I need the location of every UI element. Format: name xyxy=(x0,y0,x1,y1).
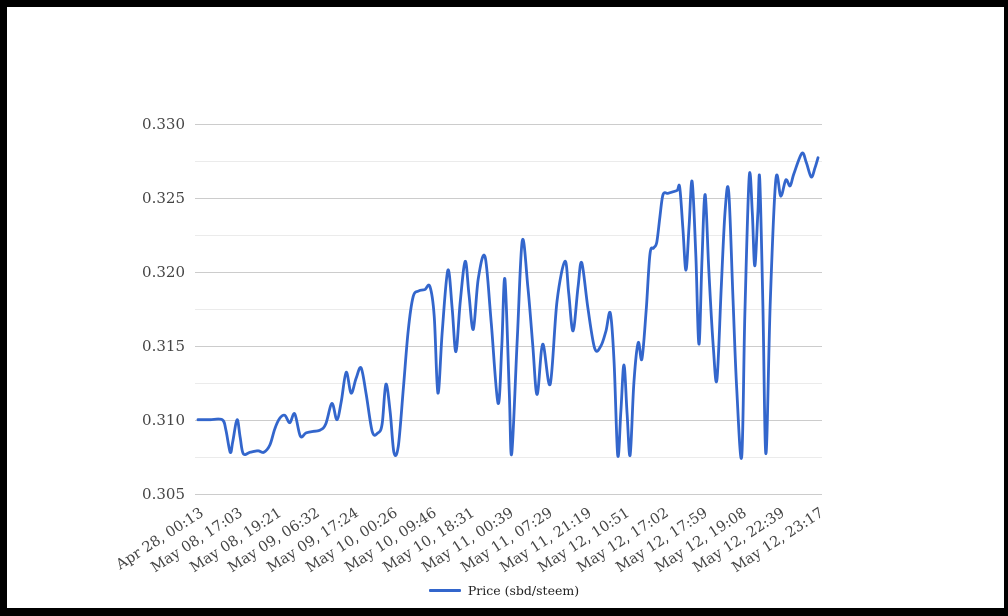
legend-series-label: Price (sbd/steem) xyxy=(467,582,580,598)
y-axis-tick-label: 0.310 xyxy=(142,410,185,429)
y-axis-tick-label: 0.315 xyxy=(142,336,185,355)
series-line-swatch-icon xyxy=(428,588,461,592)
legend: Price (sbd/steem) xyxy=(0,581,1008,599)
y-axis-tick-label: 0.330 xyxy=(142,114,185,133)
price-series-line xyxy=(196,151,820,460)
y-axis-tick-label: 0.305 xyxy=(142,484,185,503)
y-axis-tick-label: 0.325 xyxy=(142,188,185,207)
y-axis-tick-label: 0.320 xyxy=(142,262,185,281)
